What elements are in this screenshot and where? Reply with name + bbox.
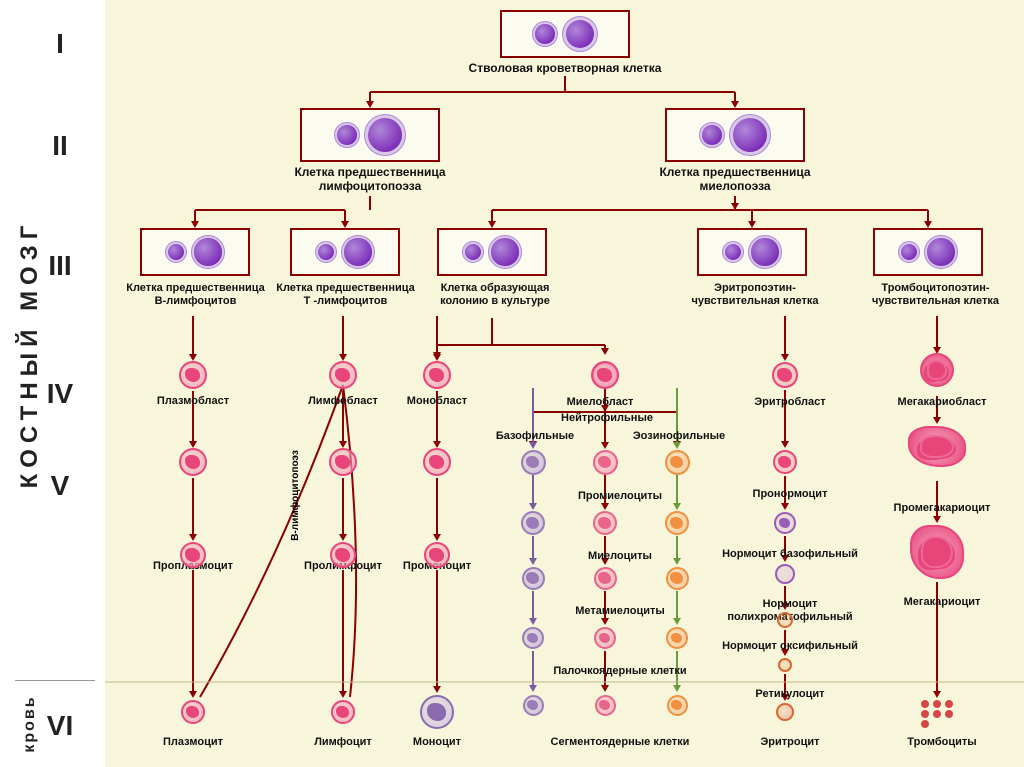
cell-icon (521, 511, 545, 535)
label: Метамиелоциты (535, 605, 705, 618)
label: Клетка предшественница миелопоэза (635, 166, 835, 194)
roman-VI: VI (47, 710, 73, 742)
cell-icon (593, 511, 617, 535)
label: Эритроцит (715, 736, 865, 749)
label: Эритропоэтин-чувствительная клетка (680, 282, 830, 307)
cell-icon (423, 448, 451, 476)
label: Клетка предшественница лимфоцитопоэза (270, 166, 470, 194)
cell-icon (181, 700, 205, 724)
label: Эритробласт (715, 396, 865, 409)
cell-icon (666, 567, 689, 590)
cell-icon (667, 695, 688, 716)
connector-layer (105, 0, 1024, 767)
cell-icon (180, 542, 206, 568)
thrombocyte-dot (921, 700, 929, 708)
label: Нормоцит оксифильный (715, 640, 865, 653)
label: Тромбоциты (882, 736, 1002, 749)
cell-icon (423, 361, 451, 389)
label: Миелоциты (535, 550, 705, 563)
cell-icon (666, 627, 688, 649)
cell-icon (775, 564, 795, 584)
cell-icon (665, 450, 690, 475)
label: Мегакариоцит (872, 596, 1012, 609)
label: Плазмоцит (143, 736, 243, 749)
label: Моноцит (387, 736, 487, 749)
cell-icon (595, 695, 616, 716)
label: Базофильные (485, 430, 585, 443)
cell-icon (179, 448, 207, 476)
vertical-annotation: В-лимфоцитопоэз (290, 450, 301, 541)
cell-icon (594, 627, 616, 649)
roman-I: I (56, 28, 64, 60)
label: Клетка образующая колонию в культуре (425, 282, 565, 307)
label: Промиелоциты (535, 490, 705, 503)
label: Нейтрофильные (557, 412, 657, 425)
sidebar-label-bottom: кровь (21, 684, 39, 764)
cell-icon (594, 567, 617, 590)
label: Лимфоцит (293, 736, 393, 749)
label: Стволовая кроветворная клетка (445, 62, 685, 76)
cell-icon (179, 361, 207, 389)
roman-III: III (48, 250, 71, 282)
cell-box (300, 108, 440, 162)
cell-icon (591, 361, 619, 389)
thrombocyte-dot (933, 700, 941, 708)
cell-box (697, 228, 807, 276)
label: Палочкоядерные клетки (535, 665, 705, 678)
roman-II: II (52, 130, 68, 162)
cell-box (873, 228, 983, 276)
cell-icon (593, 450, 618, 475)
thrombocyte-dot (921, 720, 929, 728)
label: Миелобласт (540, 396, 660, 409)
cell-box (140, 228, 250, 276)
thrombocyte-dot (945, 700, 953, 708)
roman-IV: IV (47, 378, 73, 410)
cell-box (437, 228, 547, 276)
label: Пронормоцит (715, 488, 865, 501)
cell-icon (777, 612, 793, 628)
label: Монобласт (382, 395, 492, 408)
cell-box (290, 228, 400, 276)
cell-icon (424, 542, 450, 568)
label: Тромбоцитопоэтин-чувствительная клетка (853, 282, 1018, 307)
cell-icon (776, 703, 794, 721)
cell-icon (329, 448, 357, 476)
label: Клетка предшественница В-лимфоцитов (123, 282, 268, 307)
sidebar-label-main: КОСТНЫЙ МОЗГ (16, 204, 44, 504)
separator (15, 680, 95, 681)
label: Плазмобласт (138, 395, 248, 408)
cell-box (500, 10, 630, 58)
cell-box (665, 108, 805, 162)
megakaryocyte-cell (908, 426, 966, 467)
cell-icon (778, 658, 792, 672)
cell-icon (329, 361, 357, 389)
label: Эозинофильные (629, 430, 729, 443)
label: Мегакариобласт (872, 396, 1012, 409)
cell-icon (774, 512, 796, 534)
cell-icon (773, 450, 797, 474)
sidebar: КОСТНЫЙ МОЗГ кровь IIIIIIIVVVI (0, 0, 105, 767)
cell-icon (420, 695, 454, 729)
label: Клетка предшественница Т -лимфоцитов (273, 282, 418, 307)
thrombocyte-dot (945, 710, 953, 718)
cell-icon (522, 627, 544, 649)
megakaryocyte-cell (920, 353, 954, 387)
label: Промегакариоцит (872, 502, 1012, 515)
diagram-canvas: Стволовая кроветворная клетка Клетка пред… (105, 0, 1024, 767)
label: Нормоцит базофильный (715, 548, 865, 561)
cell-icon (522, 567, 545, 590)
cell-icon (521, 450, 546, 475)
cell-icon (772, 362, 798, 388)
roman-V: V (51, 470, 70, 502)
cell-icon (330, 542, 356, 568)
cell-icon (523, 695, 544, 716)
thrombocyte-dot (921, 710, 929, 718)
thrombocyte-dot (933, 710, 941, 718)
label: Ретикулоцит (715, 688, 865, 701)
cell-icon (331, 700, 355, 724)
cell-icon (665, 511, 689, 535)
label: Сегментоядерные клетки (535, 736, 705, 749)
megakaryocyte-cell (910, 525, 964, 579)
